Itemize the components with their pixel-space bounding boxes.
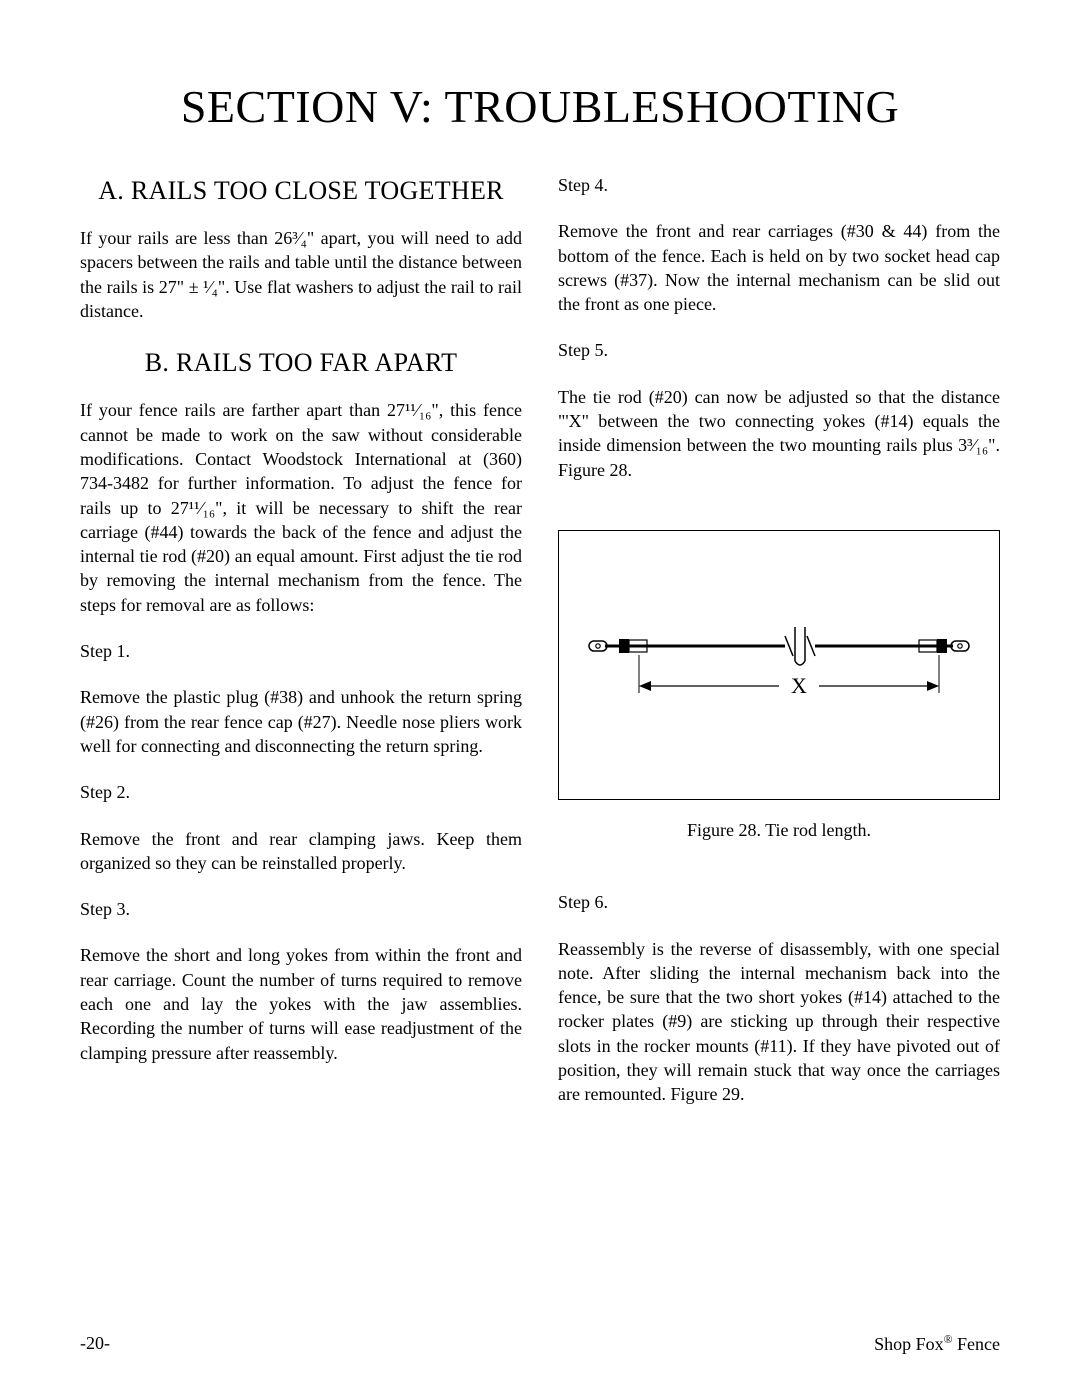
para-rails-too-close: If your rails are less than 26³⁄₄" apart…	[80, 226, 522, 323]
page-title: SECTION V: TROUBLESHOOTING	[80, 80, 1000, 133]
figure-28-caption: Figure 28. Tie rod length.	[558, 818, 1000, 842]
step-6-body: Reassembly is the reverse of disassembly…	[558, 937, 1000, 1107]
step-5-body: The tie rod (#20) can now be adjusted so…	[558, 385, 1000, 482]
step-3-body: Remove the short and long yokes from wit…	[80, 943, 522, 1064]
step-2-label: Step 2.	[80, 780, 522, 804]
tie-rod-svg: X	[559, 531, 999, 799]
step-1-label: Step 1.	[80, 639, 522, 663]
step-4-label: Step 4.	[558, 173, 1000, 197]
right-column: Step 4. Remove the front and rear carria…	[558, 173, 1000, 1129]
step-4-body: Remove the front and rear carriages (#30…	[558, 219, 1000, 316]
dimension-x-label: X	[791, 673, 807, 698]
page-number: -20-	[80, 1333, 110, 1355]
step-2-body: Remove the front and rear clamping jaws.…	[80, 827, 522, 876]
heading-rails-too-close: A. RAILS TOO CLOSE TOGETHER	[80, 173, 522, 208]
step-1-body: Remove the plastic plug (#38) and unhook…	[80, 685, 522, 758]
figure-28-diagram: X	[558, 530, 1000, 800]
para-rails-too-far: If your fence rails are farther apart th…	[80, 398, 522, 617]
left-column: A. RAILS TOO CLOSE TOGETHER If your rail…	[80, 173, 522, 1129]
step-3-label: Step 3.	[80, 897, 522, 921]
step-5-label: Step 5.	[558, 338, 1000, 362]
two-column-layout: A. RAILS TOO CLOSE TOGETHER If your rail…	[80, 173, 1000, 1129]
step-6-label: Step 6.	[558, 890, 1000, 914]
doc-title-footer: Shop Fox® Fence	[874, 1333, 1000, 1355]
page-footer: -20- Shop Fox® Fence	[80, 1333, 1000, 1355]
heading-rails-too-far: B. RAILS TOO FAR APART	[80, 345, 522, 380]
